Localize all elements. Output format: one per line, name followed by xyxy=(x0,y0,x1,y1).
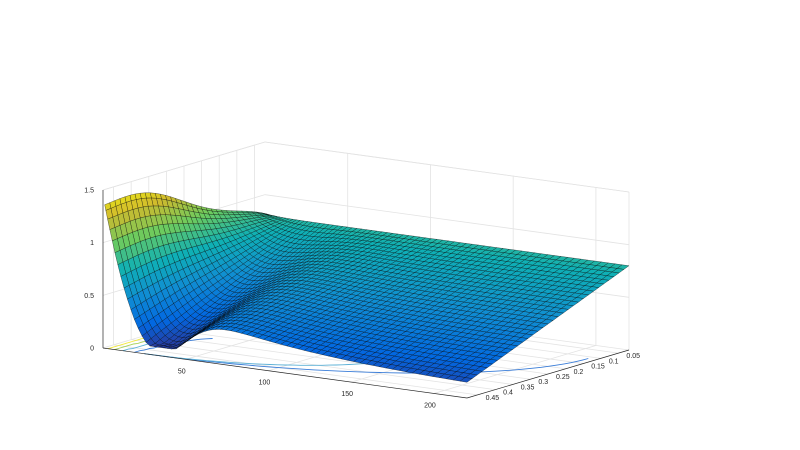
x-tick-label: 150 xyxy=(341,391,353,398)
y-tick-label: 0.3 xyxy=(538,379,548,386)
surface-mesh xyxy=(104,192,630,383)
z-tick-label: 0.5 xyxy=(84,293,94,300)
contour-line xyxy=(144,353,589,374)
y-tick-label: 0.25 xyxy=(556,374,570,381)
z-tick-label: 0 xyxy=(90,346,94,353)
y-tick-label: 0.45 xyxy=(486,395,500,402)
y-tick-label: 0.05 xyxy=(626,353,640,360)
x-tick-label: 50 xyxy=(178,368,186,375)
y-tick-label: 0.2 xyxy=(574,369,584,376)
y-tick-label: 0.35 xyxy=(521,384,535,391)
y-tick-label: 0.1 xyxy=(609,358,619,365)
tick-labels: 501001502000.050.10.150.20.250.30.350.40… xyxy=(84,188,640,410)
y-tick-label: 0.15 xyxy=(591,364,605,371)
x-tick-label: 100 xyxy=(259,380,271,387)
x-axis-line xyxy=(102,347,468,399)
x-tick-label: 200 xyxy=(424,402,436,409)
z-tick-label: 1 xyxy=(90,240,94,247)
axes xyxy=(102,190,630,399)
grid-line-z-back xyxy=(264,194,630,246)
floor-grid-y xyxy=(131,339,496,391)
surface-patch xyxy=(104,202,112,211)
y-axis-line xyxy=(466,349,630,399)
y-tick-label: 0.4 xyxy=(503,390,513,397)
box-edge xyxy=(264,141,630,193)
box-edge xyxy=(102,141,266,191)
floor-grid-y xyxy=(113,344,478,396)
z-tick-label: 1.5 xyxy=(84,188,94,195)
